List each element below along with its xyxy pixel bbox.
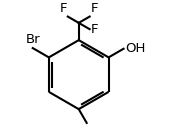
Text: Br: Br [25, 34, 40, 46]
Text: F: F [60, 2, 67, 15]
Text: F: F [90, 2, 98, 15]
Text: F: F [91, 23, 99, 36]
Text: OH: OH [125, 42, 146, 55]
